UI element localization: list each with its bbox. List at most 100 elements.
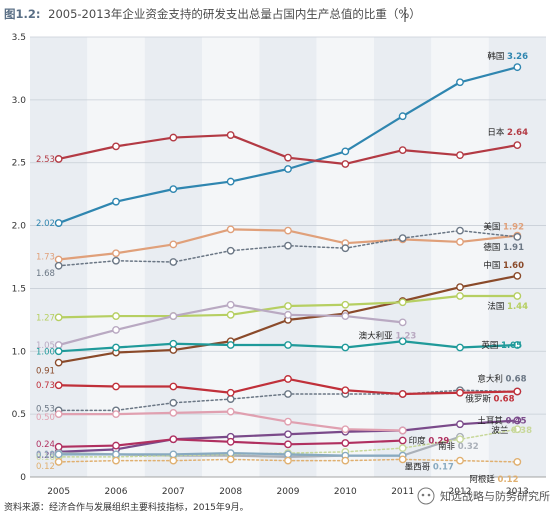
data-point [54, 341, 63, 349]
data-point [169, 258, 178, 266]
end-value-label: 0.32 [458, 442, 479, 452]
series-name-label: 澳大利亚 [359, 330, 396, 341]
data-point [112, 343, 120, 352]
series-name-label: 英国 [481, 340, 501, 351]
end-value-label: 2.64 [507, 128, 528, 138]
start-value-label: 2.53 [36, 155, 55, 165]
x-tick-label: 2006 [105, 487, 128, 497]
series-end-label: 土耳其 0.45 [477, 415, 526, 426]
data-point [284, 241, 292, 250]
series-name-label: 印度 [409, 436, 429, 447]
data-point [54, 255, 63, 264]
data-point [513, 416, 522, 425]
start-value-label: 1.05 [36, 341, 55, 351]
series-end-label: 中国 1.60 [483, 260, 524, 271]
data-point [513, 425, 522, 434]
end-value-label: 1.05 [501, 341, 522, 351]
data-point [54, 155, 63, 163]
data-point [169, 185, 178, 194]
data-point [398, 234, 407, 243]
data-point [226, 341, 235, 349]
series-name-label: 韩国 [487, 51, 507, 62]
data-point [398, 318, 407, 327]
data-point [456, 238, 464, 246]
data-point [456, 388, 464, 397]
figure-label: 图1.2: [4, 7, 40, 21]
x-tick-label: 2008 [219, 487, 242, 497]
data-point [169, 456, 178, 465]
data-point [456, 283, 464, 292]
data-point [54, 458, 63, 466]
data-point [284, 417, 292, 426]
end-value-label: 1.91 [503, 243, 524, 253]
series-end-label: 墨西哥 0.17 [405, 463, 454, 473]
end-value-label: 0.29 [428, 437, 449, 447]
data-point [456, 151, 464, 160]
data-point [112, 382, 120, 391]
end-value-label: 1.92 [503, 223, 524, 233]
y-tick-label: 1.5 [12, 284, 26, 294]
end-value-label: 0.38 [511, 426, 532, 436]
data-point [456, 420, 464, 429]
start-value-label: 0.73 [36, 381, 55, 391]
data-point [513, 232, 522, 241]
end-value-label: 0.68 [494, 395, 515, 405]
y-tick-label: 2.0 [12, 222, 27, 232]
data-point [398, 455, 407, 464]
start-value-label: 0.20 [36, 451, 55, 461]
data-point [284, 302, 292, 310]
start-value-label: 0.91 [36, 367, 55, 377]
series-end-label: 俄罗斯 0.68 [465, 394, 514, 405]
data-point [341, 456, 350, 465]
data-point [112, 410, 120, 419]
start-value-label: 0.16 [36, 453, 55, 463]
data-point [54, 261, 63, 270]
x-tick-label: 2013 [506, 487, 529, 497]
y-tick-label: 3.5 [12, 33, 26, 43]
data-point [226, 455, 235, 464]
data-point [341, 386, 350, 395]
data-point [112, 256, 120, 265]
data-point [398, 444, 407, 452]
data-point [226, 437, 235, 446]
chart-title-group: 图1.2: 2005-2013年企业资金支持的研发支出总量占国内生产总值的比重（… [4, 7, 421, 22]
start-value-label: 0.53 [36, 404, 55, 414]
watermark-text: 知远战略与防务研究所 [440, 489, 550, 503]
data-point [226, 300, 235, 309]
y-tick-label: 3.0 [12, 96, 27, 106]
data-point [284, 375, 292, 383]
wechat-icon [417, 487, 435, 505]
end-value-label: 0.17 [433, 463, 454, 473]
data-point [284, 153, 292, 162]
data-point [169, 450, 178, 459]
start-value-label: 0.18 [36, 450, 55, 460]
data-point [169, 435, 178, 444]
data-point [169, 346, 178, 354]
data-point [456, 343, 464, 352]
data-point [169, 133, 178, 142]
wechat-icon-eye [421, 493, 425, 497]
series-name-label: 日本 [487, 127, 507, 138]
data-point [513, 341, 522, 349]
series-name-label: 土耳其 [477, 415, 505, 426]
data-point [284, 310, 292, 319]
data-point [341, 439, 350, 447]
data-point [169, 398, 178, 407]
data-point [284, 456, 292, 465]
x-tick-label: 2007 [162, 487, 185, 497]
data-point [398, 112, 407, 121]
x-tick-label: 2012 [449, 487, 472, 497]
start-value-label: 1.73 [36, 253, 55, 263]
plot-area: 0 0.5 1.0 1.5 2.0 2.5 3.0 3.5 2005 2006 2007 2008 20… [12, 33, 546, 497]
series-name-label: 中国 [483, 260, 503, 271]
x-tick-label: 2005 [47, 487, 70, 497]
series-end-label: 韩国 3.26 [487, 51, 528, 62]
series-end-label: 澳大利亚 1.23 [359, 330, 417, 341]
series-end-label: 英国 1.05 [481, 340, 522, 351]
start-value-label: 2.02 [36, 219, 55, 229]
data-point [341, 147, 350, 156]
data-point [112, 326, 120, 334]
series-end-label: 德国 1.91 [483, 242, 524, 253]
column-band [374, 37, 432, 477]
